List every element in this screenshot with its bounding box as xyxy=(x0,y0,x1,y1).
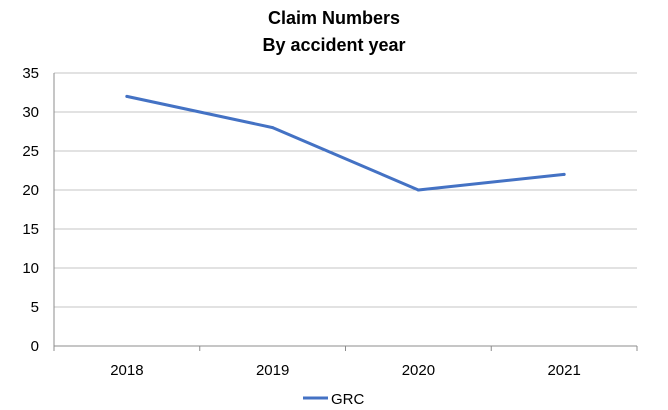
series-line-grc xyxy=(125,94,566,192)
y-tick-label: 25 xyxy=(22,143,39,160)
data-point xyxy=(125,94,129,98)
y-tick-label: 5 xyxy=(31,299,39,316)
y-tick-label: 35 xyxy=(22,65,39,82)
chart-subtitle: By accident year xyxy=(262,35,405,55)
x-tick-label: 2021 xyxy=(547,362,580,379)
gridlines xyxy=(53,72,638,351)
legend-label-grc: GRC xyxy=(331,391,365,408)
chart-title: Claim Numbers xyxy=(268,8,400,28)
data-point xyxy=(271,126,275,130)
y-tick-label: 10 xyxy=(22,260,39,277)
x-axis-ticks: 2018 2019 2020 2021 xyxy=(110,362,581,379)
x-tick-label: 2019 xyxy=(256,362,289,379)
y-tick-label: 20 xyxy=(22,182,39,199)
series-lines xyxy=(125,94,566,192)
x-tick-label: 2020 xyxy=(402,362,435,379)
data-point xyxy=(416,188,420,192)
y-tick-label: 30 xyxy=(22,104,39,121)
x-tick-label: 2018 xyxy=(110,362,143,379)
y-axis-ticks: 0 5 10 15 20 25 30 35 xyxy=(22,65,39,355)
legend: GRC xyxy=(303,391,365,408)
y-tick-label: 15 xyxy=(22,221,39,238)
data-point xyxy=(562,172,566,176)
y-tick-label: 0 xyxy=(31,338,39,355)
